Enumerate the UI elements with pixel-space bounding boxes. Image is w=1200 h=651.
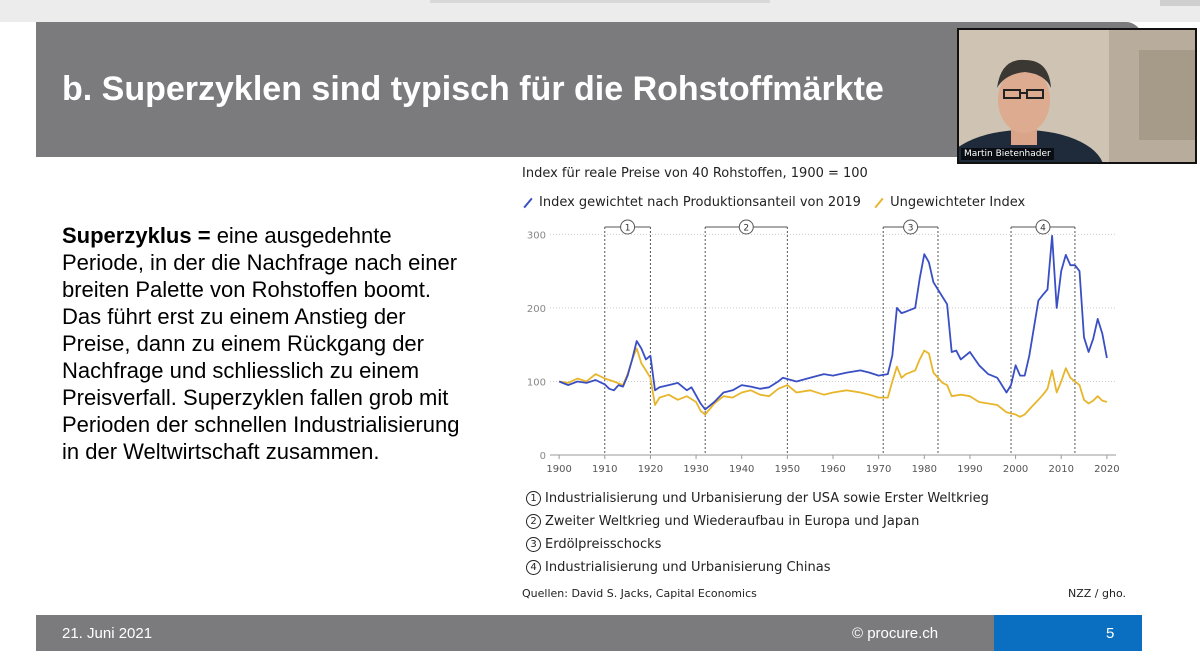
x-tick-label-2000: 2000 (1003, 464, 1028, 475)
period-2-marker-label: 2 (743, 224, 749, 234)
term-superzyklus: Superzyklus = (62, 223, 217, 248)
series-line-weighted (558, 234, 1108, 411)
participant-avatar-icon (959, 30, 1195, 162)
participant-video[interactable]: Martin Bietenhader (957, 28, 1197, 164)
x-tick-label-1900: 1900 (546, 464, 571, 475)
legend-item-unweighted: Ungewichteter Index (873, 195, 1025, 210)
period-number-1: 1 (526, 491, 541, 506)
footer-date: 21. Juni 2021 (62, 625, 153, 642)
y-tick-label-200: 200 (527, 304, 546, 315)
legend-label-unweighted: Ungewichteter Index (890, 195, 1026, 210)
chart-legend: Index gewichtet nach Produktionsanteil v… (522, 195, 1033, 210)
definition-text: eine ausgedehnte Periode, in der die Nac… (62, 223, 460, 464)
period-3-marker-label: 3 (908, 224, 914, 234)
legend-item-weighted: Index gewichtet nach Produktionsanteil v… (522, 195, 861, 210)
x-tick-label-1960: 1960 (820, 464, 845, 475)
x-tick-label-2020: 2020 (1094, 464, 1119, 475)
chart-source: Quellen: David S. Jacks, Capital Economi… (522, 587, 757, 600)
x-tick-label-2010: 2010 (1048, 464, 1073, 475)
commodity-price-chart: 0 100 200 300 1900 1910 1920 1930 1940 1950 1960 19… (527, 219, 1120, 475)
chart-title: Index für reale Preise von 40 Rohstoffen… (522, 166, 868, 181)
period-number-3: 3 (526, 537, 541, 552)
x-tick-label-1930: 1930 (683, 464, 708, 475)
period-note-4: 4 Industrialisierung und Urbanisierung Ch… (526, 556, 989, 579)
x-tick-label-1990: 1990 (957, 464, 982, 475)
legend-label-weighted: Index gewichtet nach Produktionsanteil v… (539, 195, 861, 210)
footer-copyright: © procure.ch (852, 625, 939, 642)
footer-page-box (994, 615, 1142, 651)
period-1-marker-label: 1 (625, 224, 631, 234)
chart-credit: NZZ / gho. (1068, 587, 1126, 600)
period-note-2: 2 Zweiter Weltkrieg und Wiederaufbau in E… (526, 510, 989, 533)
period-3-marker (903, 219, 919, 235)
slide-title: b. Superzyklen sind typisch für die Rohs… (62, 70, 884, 108)
page-number: 5 (1106, 625, 1115, 642)
x-tick-label-1920: 1920 (638, 464, 663, 475)
y-tick-label-300: 300 (527, 230, 546, 241)
period-notes: 1 Industrialisierung und Urbanisierung de… (526, 487, 989, 579)
period-number-2: 2 (526, 514, 541, 529)
x-tick-label-1950: 1950 (775, 464, 800, 475)
x-tick-label-1980: 1980 (912, 464, 937, 475)
period-2-marker (738, 219, 754, 235)
slide-body-text: Superzyklus = eine ausgedehnte Periode, … (62, 222, 462, 465)
period-note-3: 3 Erdölpreisschocks (526, 533, 989, 556)
x-tick-label-1940: 1940 (729, 464, 754, 475)
period-text-4: Industrialisierung und Urbanisierung Chi… (545, 560, 831, 575)
x-tick-label-1970: 1970 (866, 464, 891, 475)
series-line-unweighted (558, 347, 1108, 418)
period-text-2: Zweiter Weltkrieg und Wiederaufbau in Eu… (545, 514, 920, 529)
slide-footer (36, 615, 994, 651)
y-tick-label-100: 100 (527, 377, 546, 388)
participant-name: Martin Bietenhader (961, 148, 1054, 160)
period-1-marker (620, 219, 636, 235)
period-4-marker (1035, 219, 1051, 235)
period-text-1: Industrialisierung und Urbanisierung der… (545, 491, 989, 506)
period-4-marker-label: 4 (1040, 224, 1046, 234)
y-tick-label-0: 0 (540, 451, 546, 462)
x-tick-label-1910: 1910 (592, 464, 617, 475)
window-top-strip (0, 0, 1200, 22)
period-text-3: Erdölpreisschocks (545, 537, 662, 552)
period-note-1: 1 Industrialisierung und Urbanisierung de… (526, 487, 989, 510)
period-number-4: 4 (526, 560, 541, 575)
